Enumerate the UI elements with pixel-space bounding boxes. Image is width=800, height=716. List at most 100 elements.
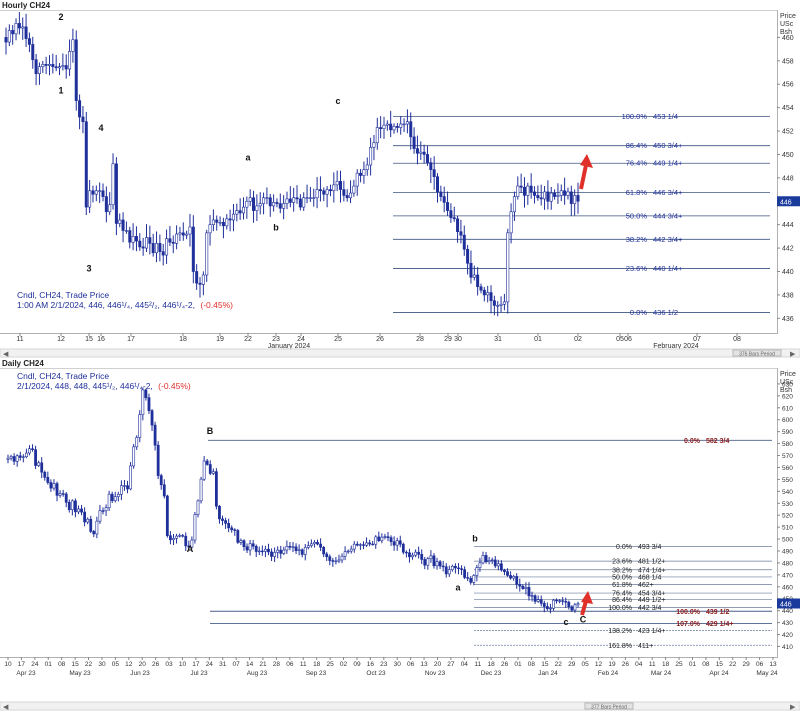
hourly-candle-body (54, 66, 58, 69)
hourly-candle-body (27, 38, 31, 45)
hourly-time-tick-label: 01 (534, 336, 542, 343)
daily-time-ticks: 10 17 24 01 08 15 22 30 05 12 20 26 03 10 17 24 31 07 14 21… (4, 657, 777, 668)
hourly-candle-body (171, 241, 175, 244)
daily-time-tick-label: 15 (716, 661, 724, 668)
hourly-candle-body (188, 226, 192, 235)
hourly-fib-price-label: 444 3/4+ (653, 211, 683, 220)
hourly-candle-body (359, 172, 363, 176)
hourly-scroll-thumb[interactable] (732, 349, 782, 357)
daily-candle-body (12, 456, 16, 462)
daily-time-tick-label: 31 (219, 661, 227, 668)
hourly-candle-body (566, 191, 570, 196)
daily-candle-body (107, 493, 111, 508)
hourly-candle-body (288, 198, 292, 203)
hourly-candle-body (576, 195, 580, 202)
hourly-time-tick-label: 15 (85, 336, 93, 343)
daily-candle-body (83, 511, 87, 523)
hourly-scroll-left-icon[interactable]: ◀ (3, 351, 9, 358)
daily-scroll-thumb[interactable] (584, 702, 634, 710)
hourly-info-box: Cndl, CH24, Trade Price 1:00 AM 2/1/2024… (17, 290, 233, 310)
hourly-candle-body (399, 123, 403, 128)
hourly-price-tick-label: 460 (782, 35, 794, 42)
hourly-candle-body (148, 237, 152, 244)
daily-candle-body (279, 549, 283, 554)
daily-candle-body (506, 571, 509, 576)
hourly-candle-body (255, 205, 259, 211)
hourly-candle-body (328, 189, 332, 192)
daily-candle-body (264, 548, 267, 552)
hourly-fib-ratio: 23.6% (626, 264, 648, 273)
daily-price-tick-label: 420 (782, 632, 793, 639)
hourly-candle-body (252, 197, 256, 211)
daily-candle-body (398, 540, 402, 545)
hourly-time-tick-label: 02 (574, 336, 582, 343)
hourly-candle-body (469, 262, 473, 278)
daily-price-tick-label: 610 (782, 405, 793, 412)
daily-candle-body (340, 555, 344, 561)
hourly-candle-body (241, 206, 245, 214)
daily-scroll-left-icon[interactable]: ◀ (3, 704, 9, 711)
hourly-candle-body (141, 246, 145, 249)
daily-wave-label: b (472, 533, 478, 543)
daily-candle-body (349, 548, 353, 552)
hourly-candle-body (312, 197, 316, 199)
daily-candle-body (518, 584, 522, 587)
daily-candle-body (129, 465, 132, 490)
daily-candle-body (362, 544, 365, 546)
hourly-candle-body (285, 198, 289, 204)
daily-fib-ratio: 23.6% (612, 559, 632, 566)
daily-month-label: Nov 23 (425, 670, 446, 677)
daily-scroll-right-icon[interactable]: ▶ (790, 704, 796, 711)
hourly-info-line: 1:00 AM 2/1/2024, 446, 446¹/₄, 445²/₂, 4… (17, 300, 233, 310)
daily-price-tick-label: 490 (782, 548, 793, 555)
hourly-scroll-right-icon[interactable]: ▶ (790, 351, 796, 358)
daily-panel: Daily CH24 Price USc Bsh 410420430440450… (0, 358, 800, 711)
daily-fib-ratio: 100.0% (676, 609, 701, 616)
daily-candle-body (294, 546, 298, 551)
daily-candle-body (156, 444, 160, 476)
daily-candle-body (297, 549, 301, 551)
hourly-month-labels: January 2024 February 2024 (268, 343, 699, 350)
daily-candle-body (282, 549, 286, 554)
daily-candle-body (165, 495, 169, 537)
daily-time-tick-label: 01 (689, 661, 697, 668)
hourly-scrollbar-track[interactable] (0, 348, 800, 358)
daily-time-tick-label: 16 (367, 661, 375, 668)
hourly-candle-body (543, 191, 547, 200)
hourly-candle-body (449, 210, 453, 218)
daily-candle-body (24, 452, 28, 458)
daily-fib-price-label: 454 3/4+ (638, 591, 665, 598)
daily-time-tick-label: 13 (420, 661, 428, 668)
daily-scrollbar[interactable]: ◀ ▶ 377 Bars Period (0, 701, 800, 711)
daily-candle-body (493, 559, 497, 567)
hourly-fib-ratio: 86.4% (626, 141, 648, 150)
hourly-time-tick-label: 18 (179, 336, 187, 343)
daily-candle-body (374, 536, 378, 545)
hourly-scrollbar[interactable]: ◀ ▶ 376 Bars Period (0, 348, 800, 358)
daily-candle-body (37, 462, 41, 466)
daily-time-tick-label: 25 (326, 661, 334, 668)
hourly-price-header-line1: Price (780, 13, 796, 20)
daily-candle-body (55, 483, 59, 496)
daily-candle-body (119, 485, 123, 495)
daily-arrow-shaft (580, 600, 588, 616)
daily-candle-body (58, 493, 62, 496)
daily-fib-ratio: 0.0% (616, 544, 632, 551)
hourly-time-tick-label: 19 (216, 336, 224, 343)
hourly-candle-body (161, 251, 165, 256)
hourly-fib-price-label: 453 1/4 (653, 112, 678, 121)
daily-wave-label: c (563, 617, 568, 627)
daily-candle-body (288, 546, 292, 548)
daily-candle-body (475, 567, 479, 576)
hourly-candle-body (31, 44, 35, 60)
daily-candle-body (469, 578, 473, 583)
daily-price-tick-label: 430 (782, 620, 793, 627)
daily-scrollbar-track[interactable] (0, 701, 800, 711)
daily-candle-body (205, 460, 209, 465)
daily-time-tick-label: 12 (595, 661, 603, 668)
daily-time-tick-label: 12 (125, 661, 133, 668)
daily-candle-body (487, 560, 491, 563)
daily-candle-body (423, 559, 427, 566)
daily-time-tick-label: 18 (313, 661, 321, 668)
hourly-candle-body (221, 222, 225, 227)
